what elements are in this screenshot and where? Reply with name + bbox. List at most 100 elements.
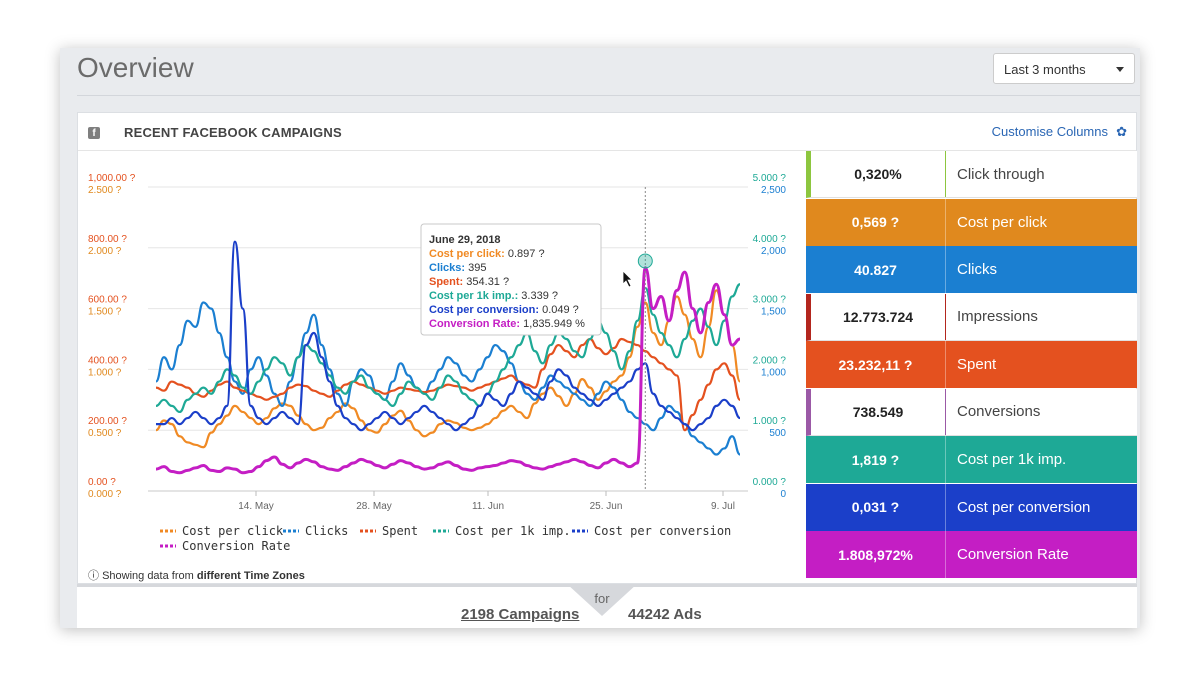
- left-axis-tick-label: 400.00 ?: [88, 355, 127, 366]
- right-axis-tick-label: 3.000 ?: [753, 295, 787, 306]
- tooltip-row: Cost per click: 0.897 ?: [429, 248, 545, 260]
- right-axis-tick-label: 0: [780, 489, 786, 500]
- metric-value: 23.232,11 ?: [806, 341, 946, 388]
- left-axis-tick-label: 2.500 ?: [88, 185, 122, 196]
- info-icon: ⓘ: [88, 570, 99, 582]
- metric-label: Cost per click: [957, 213, 1048, 231]
- right-axis-tick-label: 2,000: [761, 246, 786, 257]
- summary-footer: for 2198 Campaigns 44242 Ads: [77, 584, 1137, 628]
- footer-notch: [567, 584, 637, 616]
- customise-columns-link[interactable]: Customise Columns: [991, 124, 1108, 139]
- metric-value: 40.827: [806, 246, 946, 293]
- metric-row[interactable]: 738.549 Conversions: [806, 388, 1137, 436]
- facebook-icon: f: [88, 127, 100, 139]
- app-window: Overview Last 3 months f RECENT FACEBOOK…: [60, 48, 1140, 628]
- legend-label: Spent: [382, 524, 418, 538]
- metric-value: 0,320%: [811, 151, 946, 197]
- legend-label: Clicks: [305, 524, 348, 538]
- ads-count: 44242 Ads: [628, 606, 702, 623]
- right-axis-tick-label: 2,500: [761, 185, 786, 196]
- metric-label: Clicks: [957, 261, 997, 278]
- legend-label: Cost per click: [182, 524, 284, 538]
- left-axis-tick-label: 600.00 ?: [88, 295, 127, 306]
- metric-value: 0,569 ?: [806, 198, 946, 246]
- x-axis-tick-label: 11. Jun: [472, 501, 504, 512]
- left-axis-tick-label: 0.000 ?: [88, 489, 122, 500]
- metric-label: Cost per 1k imp.: [957, 451, 1067, 468]
- right-axis-tick-label: 4.000 ?: [753, 234, 787, 245]
- left-axis-tick-label: 800.00 ?: [88, 234, 127, 245]
- tooltip-row: Conversion Rate: 1,835.949 %: [429, 318, 585, 330]
- left-axis-tick-label: 0.00 ?: [88, 477, 116, 488]
- legend-label: Cost per conversion: [594, 524, 731, 538]
- right-axis-tick-label: 1,000: [761, 367, 786, 378]
- metric-label: Conversions: [957, 403, 1041, 420]
- chart-tooltip: June 29, 2018 Cost per click: 0.897 ? Clic…: [420, 223, 602, 336]
- right-axis-tick-label: 2.000 ?: [753, 355, 787, 366]
- metric-label: Spent: [957, 356, 997, 373]
- metric-value: 1,819 ?: [806, 436, 946, 483]
- left-axis-tick-label: 200.00 ?: [88, 416, 127, 427]
- campaigns-chart: 0.00 ? 0.000 ? 0.000 ? 0 200.00 ? 0.500 ? 1.00…: [78, 151, 806, 585]
- right-axis-tick-label: 1,500: [761, 307, 786, 318]
- metric-label: Click through: [957, 165, 1045, 183]
- page-title: Overview: [77, 52, 194, 83]
- metric-value: 1.808,972%: [806, 531, 946, 578]
- tooltip-date: June 29, 2018: [429, 234, 501, 246]
- tooltip-box: [420, 223, 602, 336]
- metric-value: 0,031 ?: [806, 483, 946, 531]
- timezone-note-prefix: Showing data from: [102, 570, 197, 582]
- hover-marker: [637, 253, 653, 269]
- metric-label: Conversion Rate: [957, 546, 1069, 563]
- left-axis-tick-label: 1.000 ?: [88, 367, 122, 378]
- x-axis-tick-label: 14. May: [238, 501, 274, 512]
- x-axis-tick-label: 25. Jun: [590, 501, 623, 512]
- campaigns-link[interactable]: 2198 Campaigns: [461, 606, 580, 623]
- legend-label: Cost per 1k imp.: [455, 524, 571, 538]
- footer-for-label: for: [594, 591, 610, 606]
- right-axis-tick-label: 0.000 ?: [753, 477, 787, 488]
- series-line: [155, 337, 742, 432]
- left-axis-tick-label: 1,000.00 ?: [88, 173, 136, 184]
- campaigns-panel: f RECENT FACEBOOK CAMPAIGNS Customise Co…: [77, 112, 1137, 584]
- tooltip-row: Spent: 354.31 ?: [429, 276, 509, 288]
- left-axis-tick-label: 2.000 ?: [88, 246, 122, 257]
- right-axis-tick-label: 5.000 ?: [753, 173, 787, 184]
- gear-icon[interactable]: ✿: [1116, 124, 1127, 139]
- panel-title: RECENT FACEBOOK CAMPAIGNS: [124, 125, 342, 140]
- metric-label: Impressions: [957, 308, 1038, 325]
- tooltip-row: Clicks: 395: [429, 262, 487, 274]
- x-axis-tick-label: 28. May: [356, 501, 392, 512]
- metric-value: 12.773.724: [811, 293, 946, 340]
- header-divider: [77, 95, 1140, 96]
- left-axis-tick-label: 0.500 ?: [88, 428, 122, 439]
- chevron-down-icon: [1116, 67, 1124, 72]
- tooltip-row: Cost per 1k imp.: 3.339 ?: [429, 290, 558, 302]
- metric-row[interactable]: 12.773.724 Impressions: [806, 293, 1137, 341]
- metrics-list: 0,320% Click through 0,569 ? Cost per click…: [806, 151, 1137, 580]
- series-line: [155, 266, 741, 475]
- timezone-note-emphasis[interactable]: different Time Zones: [196, 570, 305, 582]
- date-range-select[interactable]: Last 3 months: [993, 53, 1135, 84]
- panel-header: f RECENT FACEBOOK CAMPAIGNS Customise Co…: [78, 113, 1136, 151]
- right-axis-tick-label: 500: [769, 428, 786, 439]
- metric-label: Cost per conversion: [957, 498, 1091, 516]
- tooltip-row: Cost per conversion: 0.049 ?: [429, 304, 579, 316]
- metric-row[interactable]: 23.232,11 ? Spent: [806, 341, 1137, 388]
- mouse-cursor-icon: [622, 270, 633, 288]
- metric-row[interactable]: 40.827 Clicks: [806, 246, 1137, 293]
- x-axis-tick-label: 9. Jul: [711, 501, 735, 512]
- right-axis-tick-label: 1.000 ?: [753, 416, 787, 427]
- timezone-note: ⓘ Showing data from different Time Zones: [88, 567, 305, 583]
- metric-row[interactable]: 1,819 ? Cost per 1k imp.: [806, 436, 1137, 483]
- legend-label: Conversion Rate: [182, 539, 290, 553]
- metric-row[interactable]: 0,569 ? Cost per click: [806, 198, 1137, 246]
- date-range-value: Last 3 months: [1004, 62, 1086, 77]
- metric-row[interactable]: 0,031 ? Cost per conversion: [806, 483, 1137, 531]
- metric-row[interactable]: 0,320% Click through: [806, 151, 1137, 198]
- left-axis-tick-label: 1.500 ?: [88, 307, 122, 318]
- series-line: [154, 301, 741, 456]
- metric-row[interactable]: 1.808,972% Conversion Rate: [806, 531, 1137, 578]
- metric-value: 738.549: [811, 388, 946, 435]
